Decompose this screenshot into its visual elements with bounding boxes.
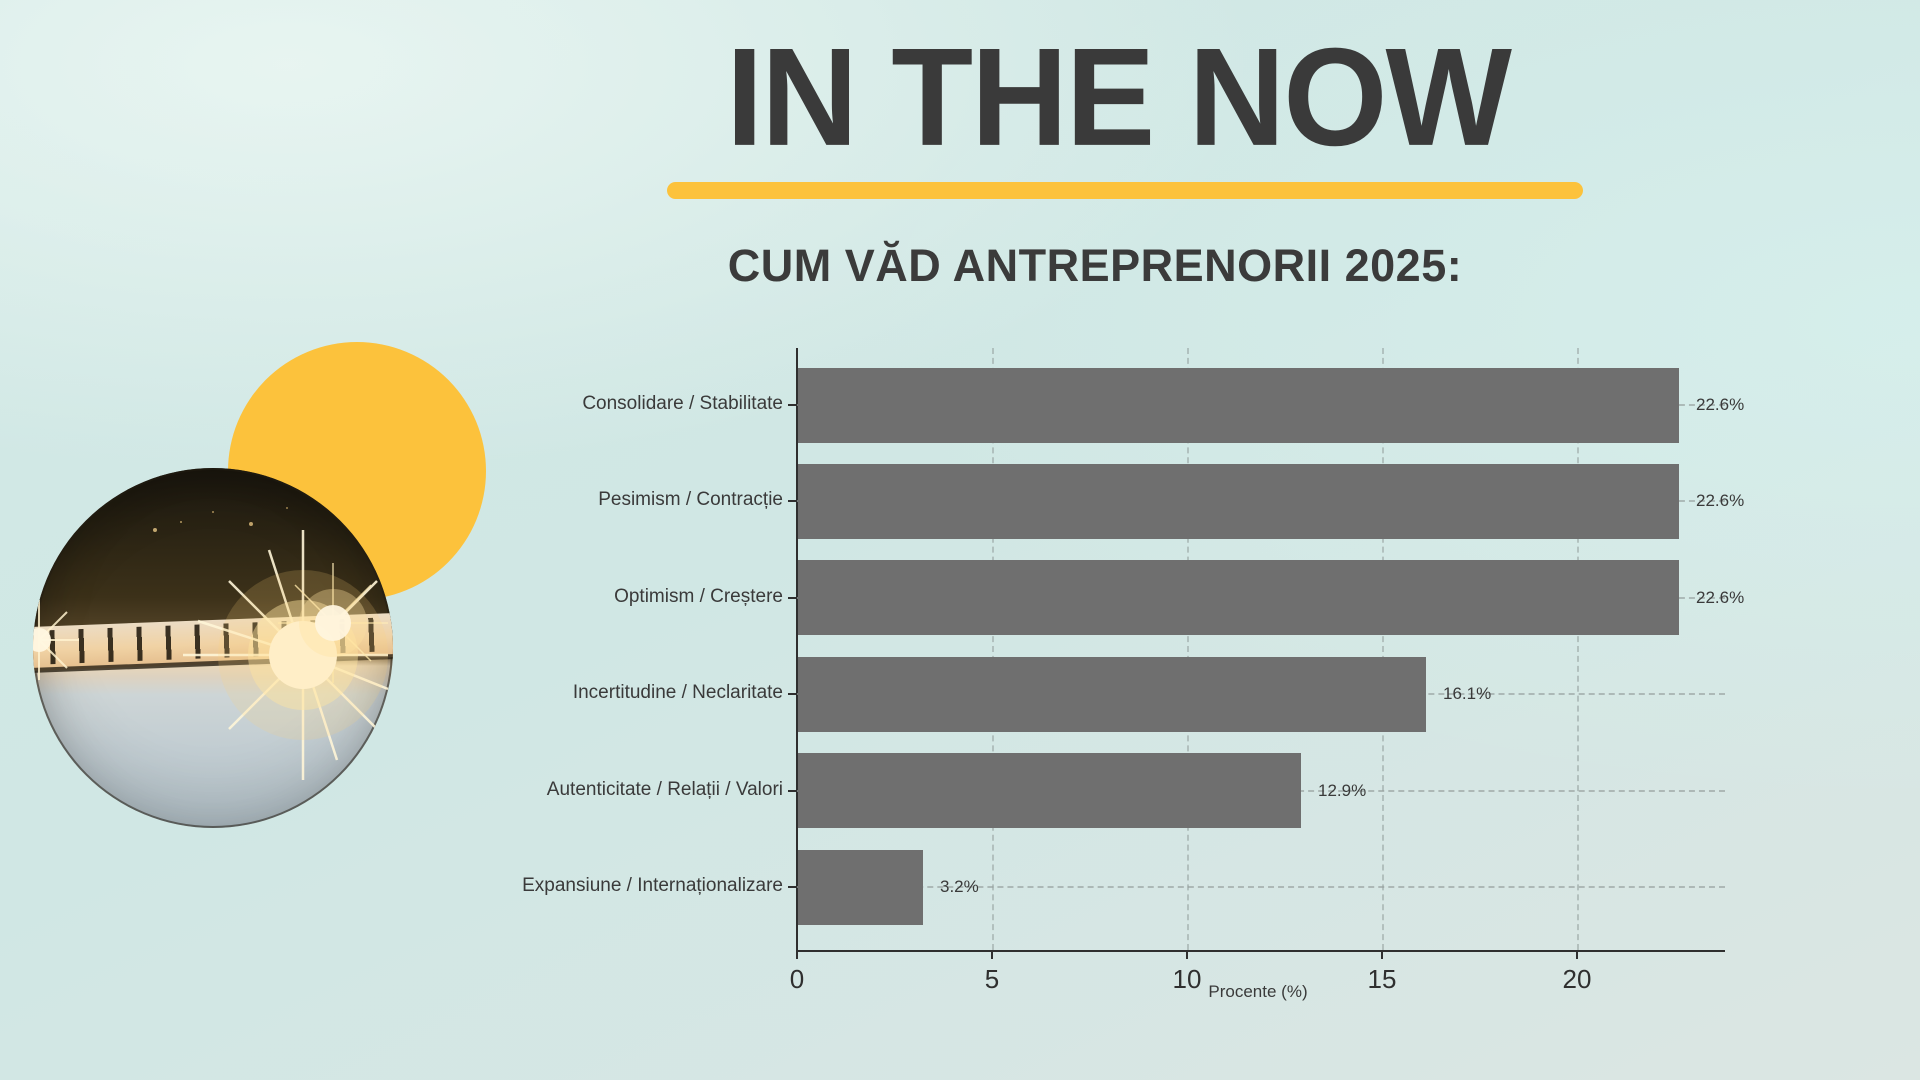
category-label: Consolidare / Stabilitate	[582, 393, 783, 414]
x-tick-mark	[1381, 952, 1383, 959]
bar	[798, 367, 1679, 443]
x-tick-label: 0	[789, 964, 805, 994]
category-label: Optimism / Creștere	[614, 585, 783, 607]
x-tick-mark	[796, 952, 798, 959]
bar	[798, 656, 1426, 732]
x-axis-title: Procente (%)	[1208, 982, 1308, 1001]
bar	[798, 849, 923, 925]
category-label: Expansiune / Internaționalizare	[522, 875, 783, 896]
y-tick-mark	[788, 789, 797, 792]
x-tick-mark	[1576, 952, 1578, 959]
category-label: Incertitudine / Neclaritate	[572, 682, 783, 704]
category-label: Autenticitate / Relații / Valori	[546, 778, 783, 800]
y-tick-mark	[788, 500, 797, 503]
value-label: 12.9%	[1318, 780, 1367, 800]
bar	[798, 753, 1301, 829]
bar	[798, 463, 1679, 539]
value-label: 22.6%	[1696, 491, 1745, 511]
lens-ball-photo	[33, 468, 393, 828]
value-label: 22.6%	[1696, 395, 1745, 414]
x-tick-label: 15	[1367, 964, 1397, 994]
page-subtitle: CUM VĂD ANTREPRENORII 2025:	[727, 240, 1463, 291]
gridline-vertical	[1187, 348, 1189, 950]
x-tick-label: 5	[984, 964, 1000, 994]
y-axis-line	[796, 348, 798, 952]
y-tick-mark	[788, 693, 797, 696]
value-label: 3.2%	[940, 877, 979, 896]
gridline-vertical	[1382, 348, 1384, 950]
category-label: Pesimism / Contracție	[598, 489, 783, 511]
city-lights-specks	[153, 528, 157, 532]
x-axis-line	[796, 950, 1725, 952]
x-tick-label: 20	[1562, 964, 1592, 994]
y-tick-mark	[788, 404, 797, 406]
y-tick-mark	[788, 886, 797, 888]
gridline-horizontal	[797, 886, 1725, 888]
value-label: 22.6%	[1696, 587, 1745, 607]
gridline-vertical	[992, 348, 994, 950]
bar	[798, 560, 1679, 636]
value-label: 16.1%	[1443, 684, 1492, 704]
x-tick-mark	[1186, 952, 1188, 959]
gridline-vertical	[1577, 348, 1579, 950]
title-underline-bar	[667, 182, 1583, 199]
y-tick-mark	[788, 596, 797, 599]
x-tick-mark	[991, 952, 993, 959]
x-tick-label: 10	[1172, 964, 1202, 994]
page-title: IN THE NOW	[726, 20, 1512, 176]
sun-flare-graphic	[33, 530, 389, 780]
